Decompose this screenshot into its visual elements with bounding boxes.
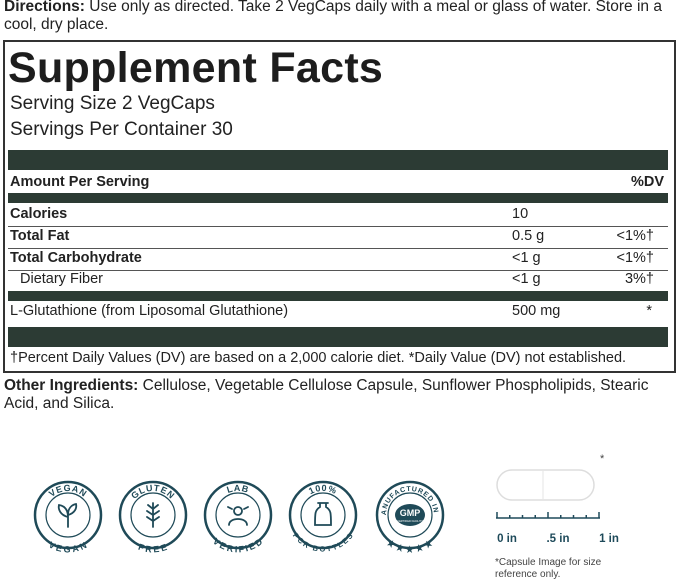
serving-size: Serving Size 2 VegCaps [10, 93, 215, 114]
header-row: Amount Per Serving %DV [10, 174, 668, 194]
capsule: * [496, 453, 605, 519]
ruler-label: .5 in [546, 533, 569, 545]
badge-text: VEGAN [47, 483, 89, 499]
nutrient-row: Dietary Fiber <1 g 3%† [10, 271, 668, 291]
nutrient-name: Total Fat [10, 228, 70, 244]
nutrient-row: Calories 10 [10, 206, 668, 226]
nutrient-amount: 0.5 g [512, 228, 545, 244]
separator-bar [8, 327, 668, 347]
badge-top: LAB [225, 483, 249, 495]
nutrient-name: Calories [10, 206, 68, 222]
badge: 100%PCR BOTTLES [288, 480, 358, 554]
row-rule [8, 270, 668, 271]
badge-icon [146, 502, 160, 528]
badge-inner-ring [300, 492, 346, 538]
badge: VEGAN VEGAN [33, 480, 103, 555]
nutrient-name: L-Glutathione (from Liposomal Glutathion… [10, 303, 289, 319]
ruler-label: 0 in [497, 533, 517, 545]
badge-ring [288, 480, 358, 550]
capsule-shape [496, 469, 595, 501]
badge-icon [314, 502, 332, 526]
badge-inner-ring [130, 492, 176, 538]
amount-header: Amount Per Serving [10, 174, 150, 190]
separator-bar [8, 291, 668, 301]
badge-text: VEGAN [47, 540, 89, 555]
other-ingredients-label: Other Ingredients: [4, 377, 139, 394]
nutrient-dv: * [646, 303, 652, 319]
badge-icon [57, 502, 78, 528]
badge-inner-ring [387, 492, 433, 538]
nutrient-row: Total Fat 0.5 g <1%† [10, 228, 668, 248]
nutrient-name: Total Carbohydrate [10, 250, 142, 266]
capsule-note: *Capsule Image for size reference only. [495, 557, 602, 580]
capsule-asterisk: * [600, 453, 605, 465]
nutrient-amount: <1 g [512, 271, 541, 287]
directions: Directions: Use only as directed. Take 2… [4, 0, 664, 34]
badge-center-sub: CERTIFIED FACILITY [397, 519, 423, 523]
facts-title: Supplement Facts [8, 44, 384, 92]
nutrient-row: L-Glutathione (from Liposomal Glutathion… [10, 303, 668, 323]
nutrient-row: Total Carbohydrate <1 g <1%† [10, 250, 668, 270]
other-ingredients: Other Ingredients: Cellulose, Vegetable … [4, 377, 674, 413]
nutrient-name: Dietary Fiber [20, 271, 103, 287]
dv-header: %DV [630, 174, 664, 190]
badge-icon [227, 506, 249, 526]
badge-center: GMP [400, 508, 421, 518]
directions-text: Use only as directed. Take 2 VegCaps dai… [4, 0, 662, 33]
nutrient-amount: 500 mg [512, 303, 561, 319]
nutrient-dv: 3%† [624, 271, 654, 287]
separator-bar [8, 193, 668, 203]
nutrient-amount: <1 g [512, 250, 541, 266]
separator-bar [8, 150, 668, 170]
servings-per-container: Servings Per Container 30 [10, 119, 233, 140]
badge-inner-ring [45, 492, 91, 538]
nutrient-dv: <1%† [616, 228, 655, 244]
other-ingredients-text: Cellulose, Vegetable Cellulose Capsule, … [4, 377, 649, 412]
badge-bottom: VEGAN [47, 540, 88, 555]
footnote: †Percent Daily Values (DV) are based on … [10, 350, 627, 366]
nutrient-amount: 10 [512, 206, 529, 222]
row-rule [8, 226, 668, 227]
ruler-label: 1 in [599, 533, 619, 545]
row-rule [8, 248, 668, 249]
nutrient-dv: <1%† [616, 250, 655, 266]
badge-text: LAB [225, 483, 250, 495]
directions-label: Directions: [4, 0, 85, 15]
facts-box [3, 40, 676, 373]
badge-top: VEGAN [47, 483, 88, 499]
badge-inner-ring [215, 492, 261, 538]
gmp-seal [395, 504, 425, 526]
